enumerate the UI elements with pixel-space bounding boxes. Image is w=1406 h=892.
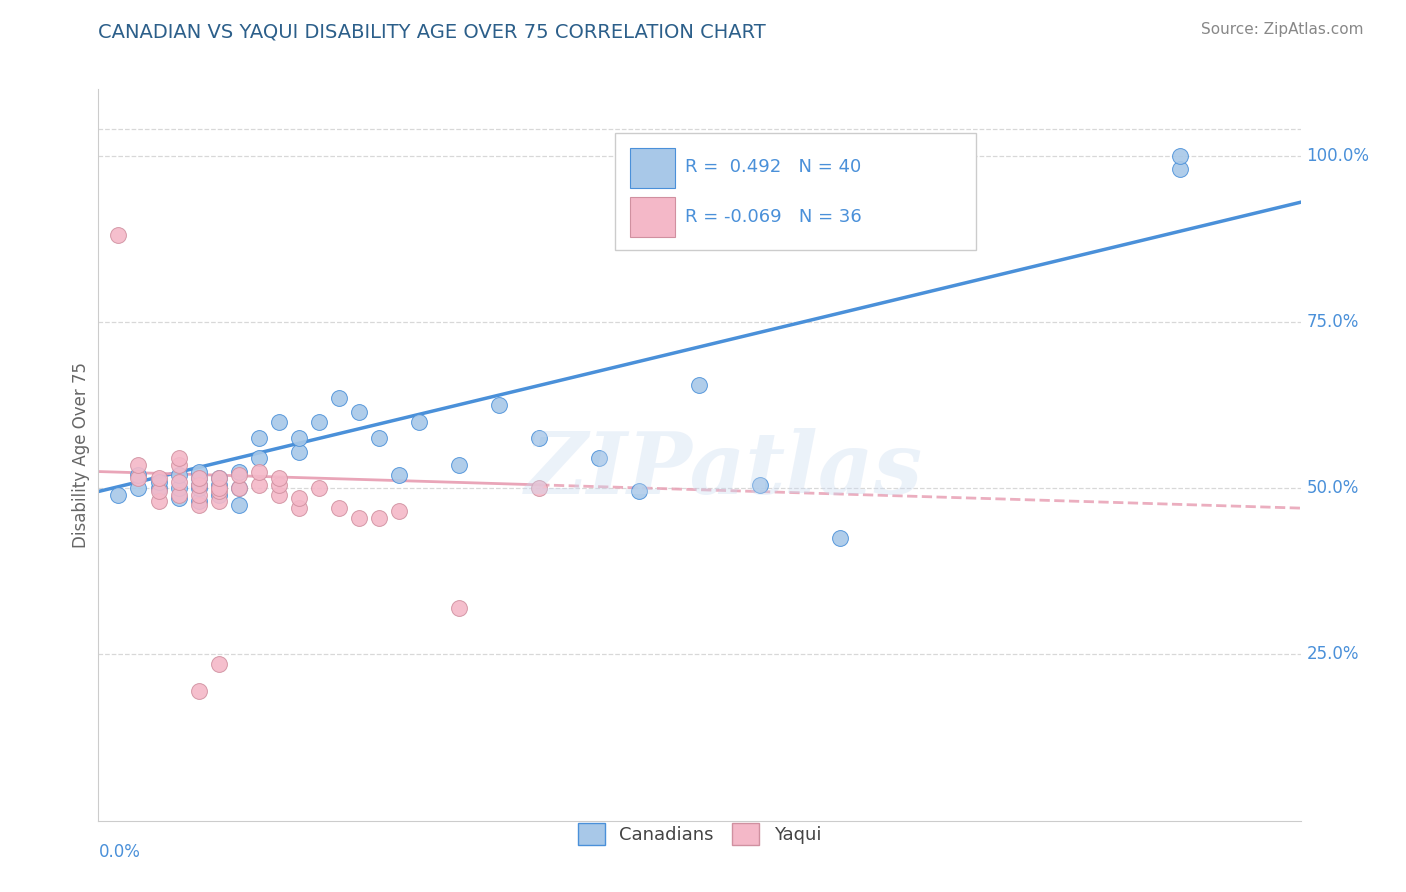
Point [167,451,190,466]
Point [148,484,170,499]
Point [308,415,330,429]
Point [288,444,311,458]
Point [288,501,311,516]
Point [208,488,231,502]
Point [388,467,411,482]
Point [1170,161,1192,176]
Bar [616,133,976,250]
Point [228,465,250,479]
Point [208,471,231,485]
Bar [630,197,675,237]
Point [628,484,651,499]
Text: 75.0%: 75.0% [1306,313,1360,331]
Point [228,481,250,495]
Point [447,600,470,615]
Point [148,475,170,489]
Point [208,478,231,492]
Point [187,488,209,502]
Text: 25.0%: 25.0% [1306,646,1360,664]
Point [288,431,311,445]
Point [447,458,470,472]
Point [148,494,170,508]
Point [368,431,391,445]
Point [208,481,231,495]
Point [488,398,510,412]
Point [247,465,270,479]
Point [128,481,150,495]
Text: 0.0%: 0.0% [98,843,141,861]
Point [529,431,551,445]
Point [167,467,190,482]
Point [347,511,370,525]
Point [208,484,231,499]
Point [247,451,270,466]
Point [187,478,209,492]
Point [308,481,330,495]
Point [128,467,150,482]
Point [128,458,150,472]
Point [368,511,391,525]
Point [187,465,209,479]
Point [828,531,851,545]
Point [328,392,350,406]
Point [748,478,770,492]
Point [328,501,350,516]
Point [228,467,250,482]
Point [187,494,209,508]
Point [167,488,190,502]
Point [228,498,250,512]
Text: 100.0%: 100.0% [1306,146,1369,165]
Text: 50.0%: 50.0% [1306,479,1360,497]
Point [1170,149,1192,163]
Point [167,475,190,489]
Point [208,494,231,508]
Point [128,471,150,485]
Point [267,415,290,429]
Point [588,451,610,466]
Point [187,684,209,698]
Point [228,481,250,495]
Point [388,504,411,518]
Point [247,478,270,492]
Point [247,431,270,445]
Point [187,471,209,485]
Point [347,405,370,419]
Point [529,481,551,495]
Point [107,488,129,502]
Point [208,657,231,672]
Point [267,478,290,492]
Point [267,471,290,485]
Point [148,481,170,495]
Point [107,228,129,243]
Point [208,471,231,485]
Point [167,491,190,505]
Point [187,478,209,492]
Point [187,471,209,485]
Point [167,458,190,472]
Bar [630,148,675,188]
Text: ZIPatlas: ZIPatlas [524,428,922,511]
Point [688,378,710,392]
Y-axis label: Disability Age Over 75: Disability Age Over 75 [72,362,90,548]
Point [288,491,311,505]
Legend: Canadians, Yaqui: Canadians, Yaqui [571,815,828,852]
Point [408,415,430,429]
Text: R = -0.069   N = 36: R = -0.069 N = 36 [685,208,862,227]
Text: R =  0.492   N = 40: R = 0.492 N = 40 [685,159,862,177]
Point [148,471,170,485]
Text: CANADIAN VS YAQUI DISABILITY AGE OVER 75 CORRELATION CHART: CANADIAN VS YAQUI DISABILITY AGE OVER 75… [98,22,766,41]
Point [187,481,209,495]
Point [167,481,190,495]
Point [267,488,290,502]
Text: Source: ZipAtlas.com: Source: ZipAtlas.com [1201,22,1364,37]
Point [187,498,209,512]
